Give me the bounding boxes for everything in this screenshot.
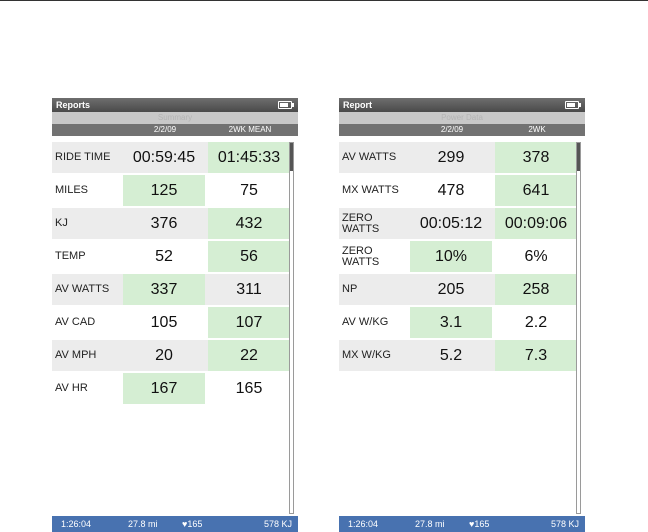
table-row[interactable]: AV WATTS 337 311 [52, 274, 292, 305]
table-row[interactable]: ZERO WATTS 00:05:12 00:09:06 [339, 208, 579, 239]
row-value-2wk: 378 [495, 142, 577, 173]
battery-icon [278, 101, 294, 109]
table-row[interactable]: ZERO WATTS 10% 6% [339, 241, 579, 272]
table-row[interactable]: MILES 125 75 [52, 175, 292, 206]
table-row[interactable]: TEMP 52 56 [52, 241, 292, 272]
row-value-current: 00:59:45 [132, 148, 196, 166]
row-label: RIDE TIME [55, 151, 111, 163]
row-value-current: 00:05:12 [419, 214, 483, 232]
row-value-current: 376 [150, 214, 178, 232]
energy-readout: 578 KJ [550, 519, 579, 529]
row-value-2wk: 2.2 [524, 313, 548, 331]
report-table: RIDE TIME 00:59:45 01:45:33 MILES 125 75… [52, 142, 292, 406]
row-label: MX WATTS [342, 184, 399, 196]
row-label: MILES [55, 184, 89, 196]
scrollbar-thumb[interactable] [577, 143, 580, 171]
table-row[interactable]: AV WATTS 299 378 [339, 142, 579, 173]
table-row[interactable]: AV MPH 20 22 [52, 340, 292, 371]
subtitle-bar: Power Data [339, 112, 585, 124]
table-row[interactable]: AV HR 167 165 [52, 373, 292, 404]
column-header-date: 2/2/09 [153, 125, 177, 134]
scrollbar[interactable] [289, 142, 294, 514]
heart-rate-readout: ♥165 [182, 519, 203, 529]
row-value-mean: 01:45:33 [208, 142, 290, 173]
row-value-current: 205 [437, 280, 465, 298]
row-value-mean: 22 [208, 340, 290, 371]
table-row[interactable]: MX W/KG 5.2 7.3 [339, 340, 579, 371]
row-value-2wk: 7.3 [495, 340, 577, 371]
row-value-current: 125 [123, 175, 205, 206]
screen-title: Report [343, 100, 372, 110]
table-row[interactable]: MX WATTS 478 641 [339, 175, 579, 206]
row-value-2wk: 6% [524, 247, 548, 265]
row-value-current: 5.2 [439, 346, 463, 364]
row-label: AV HR [55, 382, 88, 394]
battery-icon [565, 101, 581, 109]
table-row[interactable]: KJ 376 432 [52, 208, 292, 239]
distance-readout: 27.8 mi [128, 519, 158, 529]
row-value-current: 167 [123, 373, 205, 404]
row-value-2wk: 641 [495, 175, 577, 206]
row-value-mean: 56 [208, 241, 290, 272]
table-row[interactable]: AV CAD 105 107 [52, 307, 292, 338]
row-value-mean: 311 [236, 280, 262, 298]
scrollbar[interactable] [576, 142, 581, 514]
column-header-date: 2/2/09 [440, 125, 464, 134]
column-header-row: 2/2/09 2WK [339, 124, 585, 136]
row-value-current: 478 [437, 181, 465, 199]
row-label: NP [342, 283, 358, 295]
table-row[interactable]: AV W/KG 3.1 2.2 [339, 307, 579, 338]
row-value-2wk: 258 [495, 274, 577, 305]
row-label: TEMP [55, 250, 86, 262]
row-value-mean: 165 [235, 379, 263, 397]
row-label: AV WATTS [342, 151, 397, 163]
row-label: ZERO WATTS [342, 211, 380, 235]
row-value-current: 337 [123, 274, 205, 305]
row-value-mean: 432 [208, 208, 290, 239]
row-value-current: 299 [437, 148, 465, 166]
column-header-mean: 2WK MEAN [228, 125, 272, 134]
row-value-current: 3.1 [410, 307, 492, 338]
ride-time-readout: 1:26:04 [348, 519, 379, 529]
column-header-row: 2/2/09 2WK MEAN [52, 124, 298, 136]
distance-readout: 27.8 mi [415, 519, 445, 529]
title-bar: Report [339, 98, 585, 112]
row-value-mean: 107 [208, 307, 290, 338]
row-value-current: 105 [150, 313, 178, 331]
subtitle-bar: Summary [52, 112, 298, 124]
table-row[interactable]: RIDE TIME 00:59:45 01:45:33 [52, 142, 292, 173]
screen-title: Reports [56, 100, 91, 110]
row-label: AV WATTS [55, 283, 110, 295]
row-value-mean: 75 [240, 181, 258, 199]
top-rule [0, 0, 648, 1]
scrollbar-thumb[interactable] [290, 143, 293, 171]
row-label: MX W/KG [342, 349, 391, 361]
row-label: KJ [55, 217, 68, 229]
row-label: AV MPH [55, 349, 97, 361]
energy-readout: 578 KJ [263, 519, 292, 529]
column-header-2wk: 2WK [528, 125, 546, 134]
status-bar: 1:26:04 27.8 mi ♥165 578 KJ [52, 516, 298, 532]
row-value-2wk: 00:09:06 [495, 208, 577, 239]
row-label: AV CAD [55, 316, 96, 328]
row-value-current: 20 [155, 346, 173, 364]
power-report-screen: Report Power Data 2/2/09 2WK AV WATTS 29… [339, 98, 585, 532]
heart-rate-readout: ♥165 [469, 519, 490, 529]
row-label: ZERO WATTS [342, 244, 380, 268]
summary-report-screen: Reports Summary 2/2/09 2WK MEAN RIDE TIM… [52, 98, 298, 532]
row-value-current: 10% [410, 241, 492, 272]
table-row[interactable]: NP 205 258 [339, 274, 579, 305]
row-value-current: 52 [155, 247, 173, 265]
status-bar: 1:26:04 27.8 mi ♥165 578 KJ [339, 516, 585, 532]
row-label: AV W/KG [342, 316, 389, 328]
ride-time-readout: 1:26:04 [61, 519, 92, 529]
title-bar: Reports [52, 98, 298, 112]
report-table: AV WATTS 299 378 MX WATTS 478 641 ZERO W… [339, 142, 579, 373]
